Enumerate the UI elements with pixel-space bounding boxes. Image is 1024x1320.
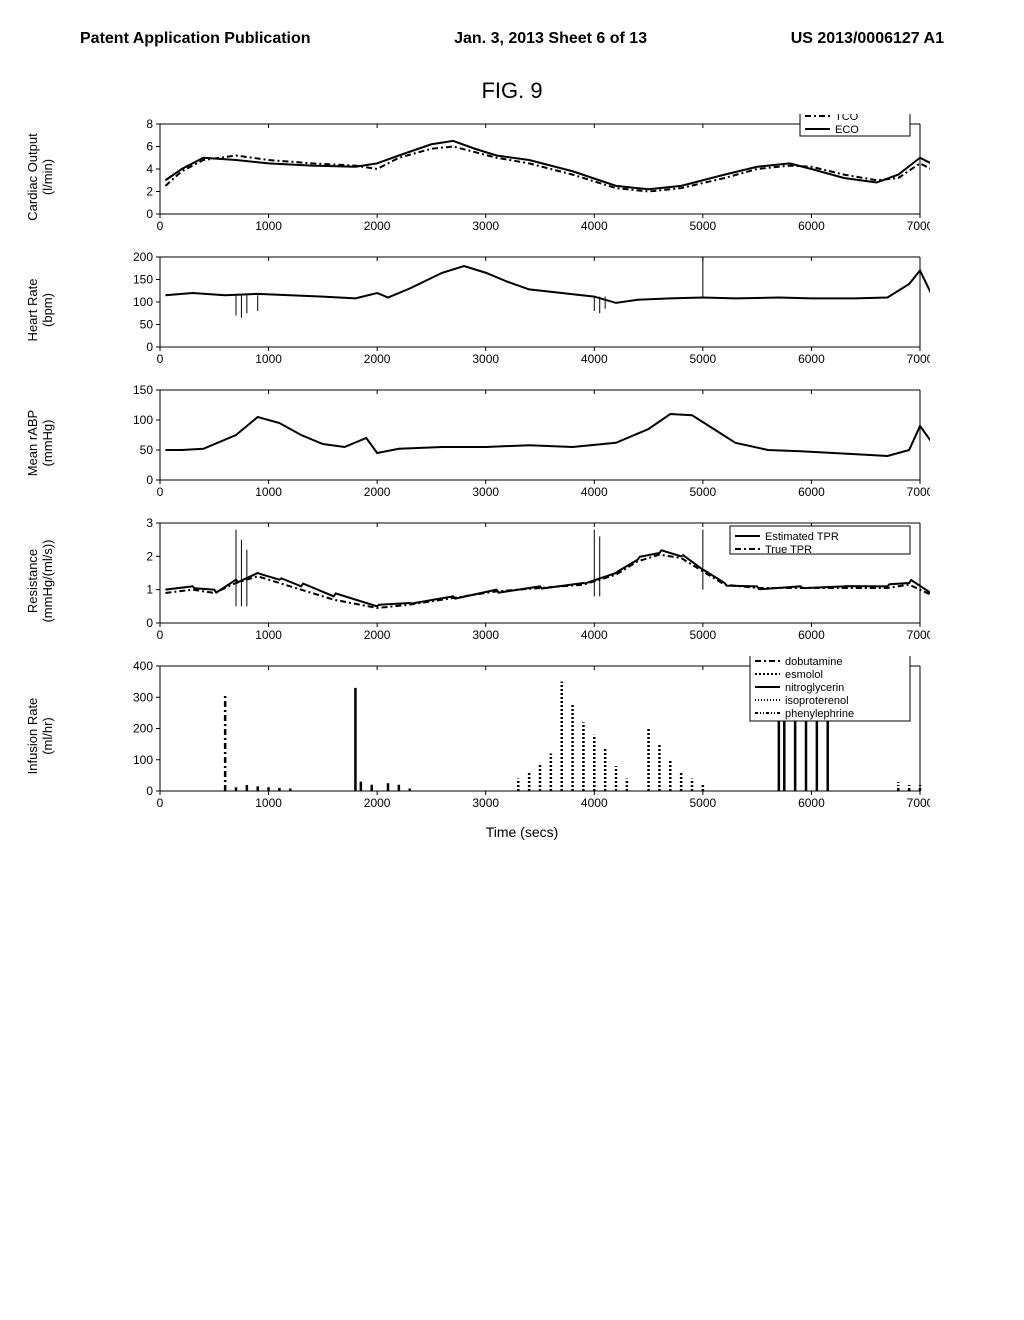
figure-title: FIG. 9 bbox=[0, 78, 1024, 104]
chart-svg: 0100200300400010002000300040005000600070… bbox=[110, 656, 930, 816]
svg-text:5000: 5000 bbox=[690, 796, 717, 810]
header-center: Jan. 3, 2013 Sheet 6 of 13 bbox=[454, 30, 647, 48]
svg-text:2000: 2000 bbox=[364, 219, 391, 233]
svg-text:0: 0 bbox=[146, 473, 153, 487]
svg-text:ECO: ECO bbox=[835, 124, 859, 136]
ylabel: Cardiac Output(l/min) bbox=[25, 117, 55, 237]
svg-text:6000: 6000 bbox=[798, 352, 825, 366]
svg-text:0: 0 bbox=[146, 207, 153, 221]
svg-text:6: 6 bbox=[146, 140, 153, 154]
svg-text:200: 200 bbox=[133, 722, 153, 736]
svg-text:8: 8 bbox=[146, 117, 153, 131]
svg-text:Estimated TPR: Estimated TPR bbox=[765, 531, 839, 543]
svg-text:TCO: TCO bbox=[835, 114, 859, 123]
charts-container: Cardiac Output(l/min)0246801000200030004… bbox=[0, 114, 1024, 840]
svg-text:1000: 1000 bbox=[255, 219, 282, 233]
svg-text:1000: 1000 bbox=[255, 352, 282, 366]
svg-text:2000: 2000 bbox=[364, 628, 391, 642]
svg-text:esmolol: esmolol bbox=[785, 669, 823, 681]
chart-row-2: Mean rABP(mmHg)0501001500100020003000400… bbox=[110, 380, 934, 505]
svg-text:5000: 5000 bbox=[690, 628, 717, 642]
svg-text:1000: 1000 bbox=[255, 796, 282, 810]
svg-text:4000: 4000 bbox=[581, 352, 608, 366]
ylabel: Heart Rate(bpm) bbox=[25, 250, 55, 370]
page-header: Patent Application Publication Jan. 3, 2… bbox=[0, 0, 1024, 58]
chart-row-0: Cardiac Output(l/min)0246801000200030004… bbox=[110, 114, 934, 239]
svg-text:7000: 7000 bbox=[907, 628, 930, 642]
svg-text:4000: 4000 bbox=[581, 485, 608, 499]
svg-text:5000: 5000 bbox=[690, 485, 717, 499]
svg-text:50: 50 bbox=[140, 443, 154, 457]
svg-text:4000: 4000 bbox=[581, 628, 608, 642]
chart-row-4: Infusion Rate(ml/hr)01002003004000100020… bbox=[110, 656, 934, 816]
svg-text:0: 0 bbox=[146, 616, 153, 630]
svg-text:5000: 5000 bbox=[690, 219, 717, 233]
svg-text:phenylephrine: phenylephrine bbox=[785, 708, 854, 720]
svg-text:6000: 6000 bbox=[798, 796, 825, 810]
header-left: Patent Application Publication bbox=[80, 30, 311, 48]
svg-text:nitroglycerin: nitroglycerin bbox=[785, 682, 844, 694]
svg-text:2000: 2000 bbox=[364, 796, 391, 810]
svg-text:6000: 6000 bbox=[798, 219, 825, 233]
svg-text:400: 400 bbox=[133, 659, 153, 673]
svg-text:2: 2 bbox=[146, 549, 153, 563]
chart-svg: 0501001502000100020003000400050006000700… bbox=[110, 247, 930, 372]
svg-text:2: 2 bbox=[146, 185, 153, 199]
svg-text:1: 1 bbox=[146, 583, 153, 597]
ylabel: Infusion Rate(ml/hr) bbox=[25, 676, 55, 796]
svg-text:0: 0 bbox=[146, 784, 153, 798]
svg-text:3000: 3000 bbox=[472, 796, 499, 810]
chart-svg: 0 2 4 6 8 0 1000 2000 3000 4000 5000 6000 7000 TCOECO bbox=[110, 114, 930, 239]
svg-text:1000: 1000 bbox=[255, 628, 282, 642]
ylabel: Mean rABP(mmHg) bbox=[25, 383, 55, 503]
chart-svg: 0 1 2 3 0 1000 2000 3000 4000 5000 6000 7000 Estimat… bbox=[110, 513, 930, 648]
svg-text:3000: 3000 bbox=[472, 219, 499, 233]
svg-text:7000: 7000 bbox=[907, 796, 930, 810]
xlabel: Time (secs) bbox=[110, 824, 934, 840]
svg-text:50: 50 bbox=[140, 318, 154, 332]
svg-text:5000: 5000 bbox=[690, 352, 717, 366]
svg-text:150: 150 bbox=[133, 273, 153, 287]
svg-text:150: 150 bbox=[133, 383, 153, 397]
svg-text:7000: 7000 bbox=[907, 485, 930, 499]
svg-text:300: 300 bbox=[133, 690, 153, 704]
svg-text:6000: 6000 bbox=[798, 628, 825, 642]
svg-text:3000: 3000 bbox=[472, 628, 499, 642]
svg-text:0: 0 bbox=[157, 485, 164, 499]
svg-text:7000: 7000 bbox=[907, 219, 930, 233]
svg-text:4000: 4000 bbox=[581, 796, 608, 810]
svg-text:100: 100 bbox=[133, 295, 153, 309]
svg-text:3000: 3000 bbox=[472, 485, 499, 499]
chart-row-1: Heart Rate(bpm)0501001502000100020003000… bbox=[110, 247, 934, 372]
svg-text:3: 3 bbox=[146, 516, 153, 530]
chart-row-3: Resistance(mmHg/(ml/s))01230100020003000… bbox=[110, 513, 934, 648]
svg-text:isoproterenol: isoproterenol bbox=[785, 695, 849, 707]
svg-text:4000: 4000 bbox=[581, 219, 608, 233]
svg-text:True TPR: True TPR bbox=[765, 544, 812, 556]
svg-text:4: 4 bbox=[146, 162, 153, 176]
ylabel: Resistance(mmHg/(ml/s)) bbox=[25, 521, 55, 641]
svg-text:2000: 2000 bbox=[364, 352, 391, 366]
svg-text:100: 100 bbox=[133, 413, 153, 427]
svg-text:200: 200 bbox=[133, 250, 153, 264]
svg-text:3000: 3000 bbox=[472, 352, 499, 366]
svg-text:1000: 1000 bbox=[255, 485, 282, 499]
svg-text:0: 0 bbox=[157, 352, 164, 366]
svg-text:6000: 6000 bbox=[798, 485, 825, 499]
svg-text:0: 0 bbox=[157, 219, 164, 233]
svg-text:0: 0 bbox=[157, 796, 164, 810]
svg-text:0: 0 bbox=[146, 340, 153, 354]
svg-text:2000: 2000 bbox=[364, 485, 391, 499]
header-right: US 2013/0006127 A1 bbox=[791, 30, 944, 48]
chart-svg: 0 50 100 150 0 1000 2000 3000 4000 5000 6000 7000 bbox=[110, 380, 930, 505]
svg-text:0: 0 bbox=[157, 628, 164, 642]
svg-text:7000: 7000 bbox=[907, 352, 930, 366]
svg-text:100: 100 bbox=[133, 753, 153, 767]
svg-text:dobutamine: dobutamine bbox=[785, 656, 843, 668]
